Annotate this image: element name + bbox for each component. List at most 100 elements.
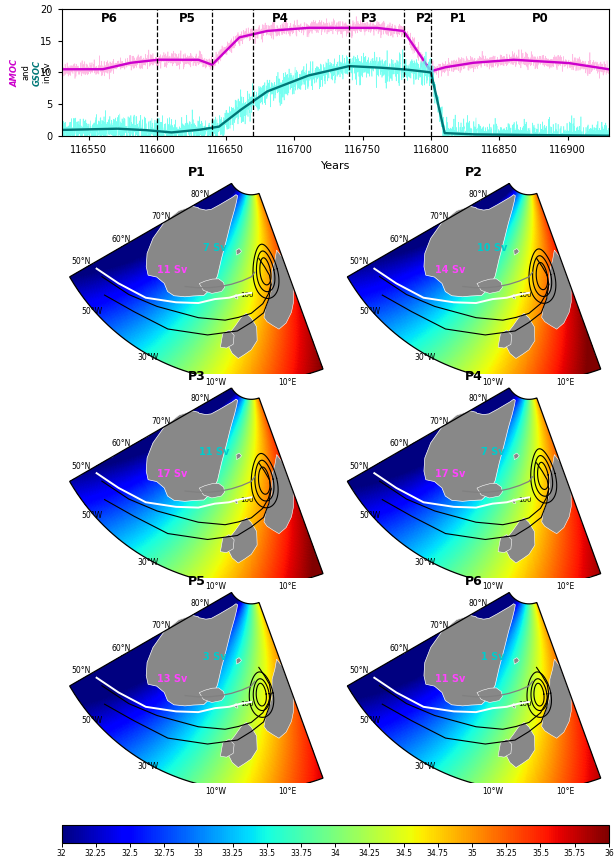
Text: 17 Sv: 17 Sv (435, 469, 466, 479)
PathPatch shape (505, 518, 535, 563)
Text: 10°E: 10°E (556, 378, 574, 387)
PathPatch shape (199, 279, 224, 293)
Text: 50°W: 50°W (82, 511, 103, 520)
Text: 30°W: 30°W (415, 353, 436, 362)
Text: 60°N: 60°N (111, 439, 131, 448)
PathPatch shape (227, 722, 257, 767)
Text: 80°N: 80°N (469, 599, 488, 608)
Text: 70°N: 70°N (151, 417, 170, 426)
Text: 30°W: 30°W (415, 558, 436, 567)
Text: P1: P1 (450, 12, 467, 25)
PathPatch shape (220, 330, 234, 348)
PathPatch shape (505, 722, 535, 767)
Text: 7 Sv: 7 Sv (480, 447, 504, 457)
Text: 30°W: 30°W (137, 558, 158, 567)
PathPatch shape (146, 400, 237, 502)
Text: 11 Sv: 11 Sv (157, 265, 188, 274)
Text: 50°N: 50°N (349, 257, 369, 266)
Title: P1: P1 (188, 166, 205, 179)
Text: GSOC: GSOC (33, 60, 41, 86)
PathPatch shape (234, 703, 238, 708)
PathPatch shape (236, 248, 242, 255)
PathPatch shape (220, 739, 234, 757)
Text: 100: 100 (518, 292, 531, 298)
PathPatch shape (498, 330, 512, 348)
Text: 50°N: 50°N (349, 666, 369, 676)
Title: P4: P4 (465, 370, 483, 383)
Text: 30°W: 30°W (137, 762, 158, 771)
PathPatch shape (505, 313, 535, 358)
PathPatch shape (512, 703, 515, 708)
Text: 17 Sv: 17 Sv (157, 469, 188, 479)
PathPatch shape (264, 659, 293, 738)
Text: 10°W: 10°W (482, 378, 504, 387)
PathPatch shape (227, 518, 257, 563)
Text: 100: 100 (518, 497, 531, 503)
X-axis label: Years: Years (320, 161, 350, 171)
Text: P6: P6 (101, 12, 118, 25)
Text: P5: P5 (179, 12, 196, 25)
PathPatch shape (477, 688, 502, 702)
Text: 70°N: 70°N (429, 417, 448, 426)
Text: 13 Sv: 13 Sv (157, 674, 188, 683)
Text: 10°W: 10°W (482, 582, 504, 591)
Text: 1 Sv: 1 Sv (480, 651, 504, 662)
Text: 70°N: 70°N (151, 213, 170, 221)
PathPatch shape (514, 453, 519, 459)
Title: P3: P3 (188, 370, 205, 383)
Text: 10°E: 10°E (556, 582, 574, 591)
Text: 30°W: 30°W (415, 762, 436, 771)
Text: 70°N: 70°N (151, 621, 170, 631)
PathPatch shape (234, 499, 238, 503)
Text: 50°N: 50°N (72, 462, 91, 471)
Text: P4: P4 (272, 12, 289, 25)
Text: 10°E: 10°E (556, 787, 574, 796)
PathPatch shape (264, 455, 293, 534)
PathPatch shape (514, 248, 519, 255)
Text: 7 Sv: 7 Sv (203, 242, 226, 253)
PathPatch shape (477, 279, 502, 293)
PathPatch shape (146, 604, 237, 706)
PathPatch shape (234, 294, 238, 299)
PathPatch shape (199, 688, 224, 702)
Text: P2: P2 (416, 12, 432, 25)
Title: P2: P2 (465, 166, 483, 179)
Text: 50°W: 50°W (360, 307, 381, 316)
PathPatch shape (542, 250, 571, 330)
Text: 50°N: 50°N (72, 666, 91, 676)
Text: 11 Sv: 11 Sv (199, 447, 230, 457)
PathPatch shape (498, 739, 512, 757)
Text: 30°W: 30°W (137, 353, 158, 362)
PathPatch shape (424, 195, 515, 297)
Text: 10°E: 10°E (278, 787, 296, 796)
Text: 80°N: 80°N (191, 190, 210, 199)
Text: 50°W: 50°W (360, 511, 381, 520)
Title: P6: P6 (465, 575, 483, 588)
PathPatch shape (512, 499, 515, 503)
PathPatch shape (424, 604, 515, 706)
Text: 80°N: 80°N (191, 394, 210, 403)
Text: 60°N: 60°N (111, 644, 131, 653)
PathPatch shape (264, 250, 293, 330)
PathPatch shape (220, 535, 234, 553)
Text: 3 Sv: 3 Sv (203, 651, 226, 662)
Text: 14 Sv: 14 Sv (435, 265, 466, 274)
PathPatch shape (542, 455, 571, 534)
PathPatch shape (424, 400, 515, 502)
Title: P5: P5 (188, 575, 205, 588)
PathPatch shape (236, 657, 242, 664)
Text: 80°N: 80°N (469, 394, 488, 403)
Text: 10°W: 10°W (205, 787, 226, 796)
PathPatch shape (199, 484, 224, 498)
PathPatch shape (498, 535, 512, 553)
PathPatch shape (514, 657, 519, 664)
PathPatch shape (477, 484, 502, 498)
Text: 50°W: 50°W (82, 307, 103, 316)
Text: P0: P0 (532, 12, 549, 25)
Text: 10°W: 10°W (205, 582, 226, 591)
Text: and: and (22, 65, 30, 80)
PathPatch shape (512, 294, 515, 299)
Text: 10°W: 10°W (482, 787, 504, 796)
Text: 80°N: 80°N (469, 190, 488, 199)
PathPatch shape (146, 195, 237, 297)
